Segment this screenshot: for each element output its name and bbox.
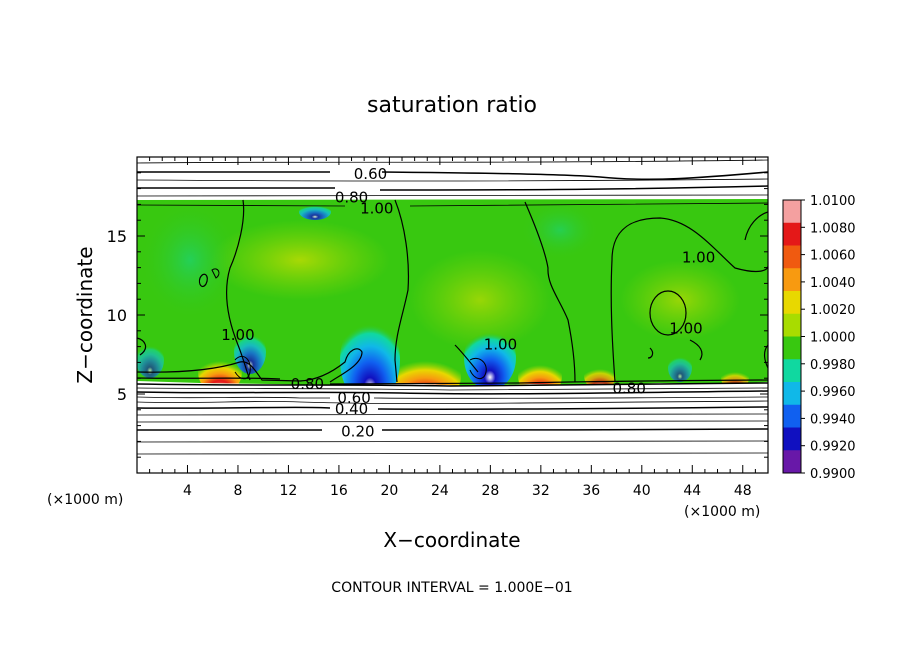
contour-label: 1.00	[221, 326, 254, 344]
colorbar-segment	[783, 382, 801, 406]
colorbar-label: 1.0040	[810, 276, 856, 291]
contour-label: 1.00	[682, 249, 715, 267]
contour-label: 1.00	[669, 320, 702, 338]
contour-label: 0.60	[337, 389, 370, 407]
colorbar-segment	[783, 336, 801, 360]
x-tick-label: 12	[280, 483, 298, 499]
colorbar-label: 0.9920	[810, 440, 856, 455]
colorbar: 1.0100 1.0080 1.0060 1.0040 1.0020 1.0000 0.99…	[782, 194, 856, 482]
x-tick-label: 16	[330, 483, 348, 499]
colorbar-segment	[783, 404, 801, 428]
colorbar-label: 0.9960	[810, 385, 856, 400]
colorbar-segment	[783, 427, 801, 451]
contour-label: 0.80	[291, 375, 324, 393]
y-axis-label: Z−coordinate	[73, 246, 97, 383]
contour-label: 0.40	[335, 400, 368, 418]
y-tick-label: 5	[117, 385, 127, 404]
x-unit-left: (×1000 m)	[47, 492, 123, 508]
contour-labels: 0.600.801.001.001.001.001.000.80 0.800.60…	[221, 165, 715, 441]
contour-label: 0.60	[354, 165, 387, 183]
contour-label: 0.20	[341, 422, 374, 440]
contour-label: 1.00	[484, 335, 517, 353]
x-tick-label: 24	[431, 483, 449, 499]
x-tick-label: 28	[481, 483, 499, 499]
colorbar-label: 1.0000	[810, 331, 856, 346]
colorbar-segment	[783, 268, 801, 292]
y-tick-label: 10	[107, 306, 127, 325]
x-tick-label: 48	[734, 483, 752, 499]
colorbar-segment	[783, 200, 801, 224]
x-unit-right: (×1000 m)	[684, 504, 760, 520]
colorbar-segment	[783, 313, 801, 337]
colorbar-segment	[783, 359, 801, 383]
contour-label: 0.80	[335, 189, 368, 207]
colorbar-label: 0.9900	[810, 467, 856, 482]
contour-lines	[137, 159, 768, 455]
x-tick-label: 44	[683, 483, 701, 499]
contour-label: 0.80	[612, 380, 645, 398]
colorbar-label: 1.0080	[810, 221, 856, 236]
colorbar-label: 0.9940	[810, 412, 856, 427]
x-tick-label: 36	[582, 483, 600, 499]
x-tick-label: 20	[380, 483, 398, 499]
contour-interval-note: CONTOUR INTERVAL = 1.000E−01	[331, 580, 572, 596]
x-tick-label: 32	[532, 483, 550, 499]
y-tick-label: 15	[107, 227, 127, 246]
colorbar-label: 1.0060	[810, 249, 856, 264]
x-axis-label: X−coordinate	[383, 528, 520, 552]
x-tick-label: 4	[183, 483, 192, 499]
contour-label: 1.00	[360, 200, 393, 218]
colorbar-segment	[783, 291, 801, 315]
colorbar-label: 0.9980	[810, 358, 856, 373]
colorbar-segment	[783, 450, 801, 474]
x-tick-label: 8	[233, 483, 242, 499]
colorbar-label: 1.0100	[810, 194, 856, 209]
x-tick-label: 40	[633, 483, 651, 499]
colorbar-segment	[783, 222, 801, 246]
chart-title: saturation ratio	[367, 93, 537, 118]
saturation-field	[137, 199, 768, 386]
colorbar-segment	[783, 245, 801, 269]
colorbar-label: 1.0020	[810, 303, 856, 318]
